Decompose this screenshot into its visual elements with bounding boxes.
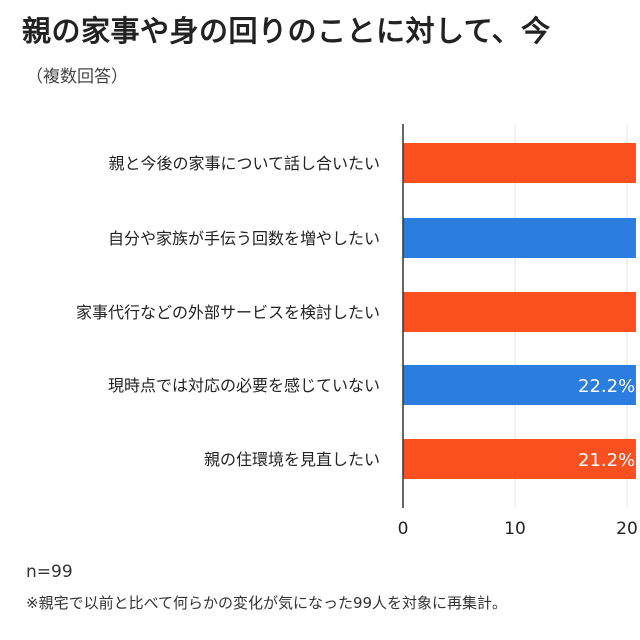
- footnote: ※親宅で以前と比べて何らかの変化が気になった99人を対象に再集計。: [26, 594, 508, 612]
- category-label: 家事代行などの外部サービスを検討したい: [76, 303, 380, 322]
- bar: [403, 439, 636, 479]
- data-label: 22.2%: [578, 376, 635, 397]
- category-label: 自分や家族が手伝う回数を増やしたい: [108, 229, 380, 248]
- category-label: 親の住環境を見直したい: [204, 450, 380, 469]
- x-tick-label: 20: [616, 519, 638, 539]
- category-label: 現時点では対応の必要を感じていない: [108, 376, 380, 395]
- x-tick-label: 10: [504, 519, 526, 539]
- data-label: 21.2%: [578, 450, 635, 471]
- bar: [403, 365, 636, 405]
- chart-subtitle: （複数回答）: [26, 67, 128, 87]
- category-label: 親と今後の家事について話し合いたい: [108, 154, 380, 173]
- bar: [403, 292, 636, 332]
- chart-title: 親の家事や身の回りのことに対して、今: [22, 14, 551, 48]
- bar: [403, 218, 636, 258]
- x-tick-label: 0: [398, 519, 409, 539]
- sample-size: n=99: [26, 562, 73, 582]
- bar: [403, 143, 636, 183]
